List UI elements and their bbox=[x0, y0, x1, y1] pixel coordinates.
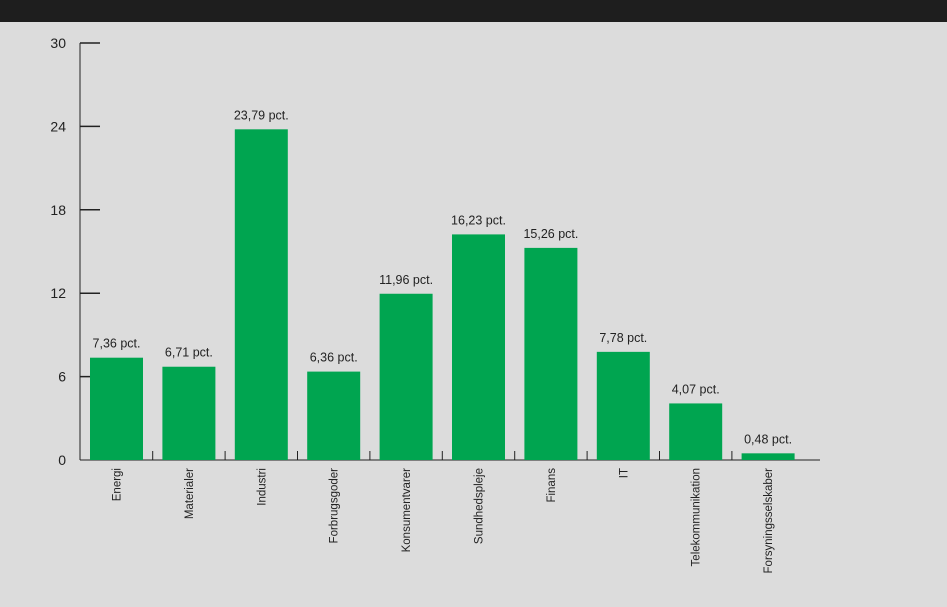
category-label: Materialer bbox=[184, 468, 196, 519]
category-label: Energi bbox=[112, 468, 124, 501]
y-tick-label: 18 bbox=[50, 202, 66, 218]
y-tick-label: 6 bbox=[58, 369, 66, 385]
data-label: 0,48 pct. bbox=[744, 432, 792, 446]
bar bbox=[524, 247, 578, 460]
bars bbox=[90, 129, 795, 460]
category-label: Finans bbox=[546, 468, 558, 503]
bar bbox=[741, 453, 795, 460]
bar bbox=[307, 371, 361, 460]
category-label: Forbrugsgoder bbox=[329, 468, 341, 544]
data-label: 7,78 pct. bbox=[599, 331, 647, 345]
bar bbox=[162, 366, 216, 460]
bar bbox=[669, 403, 723, 460]
data-label: 7,36 pct. bbox=[93, 337, 141, 351]
bar bbox=[379, 293, 433, 460]
category-label: IT bbox=[618, 468, 630, 478]
y-tick-label: 24 bbox=[50, 118, 66, 134]
category-label: Forsyningsselskaber bbox=[763, 468, 775, 574]
category-label: Industri bbox=[256, 468, 268, 506]
data-label: 16,23 pct. bbox=[451, 213, 506, 227]
category-label: Telekommunikation bbox=[691, 468, 703, 566]
y-tick-label: 30 bbox=[50, 35, 66, 51]
header-bar bbox=[0, 0, 947, 22]
bar bbox=[596, 351, 650, 460]
y-axis: 0 6 12 18 24 30 bbox=[50, 35, 100, 468]
category-label: Sundhedspleje bbox=[474, 468, 486, 544]
data-label: 11,96 pct. bbox=[379, 273, 433, 287]
data-label: 4,07 pct. bbox=[672, 382, 720, 396]
y-tick-label: 12 bbox=[50, 285, 66, 301]
data-label: 15,26 pct. bbox=[523, 227, 578, 241]
data-label: 6,71 pct. bbox=[165, 346, 213, 360]
category-labels: Energi Materialer Industri Forbrugsgoder Kon… bbox=[112, 468, 776, 574]
bar bbox=[234, 129, 288, 460]
y-tick-label: 0 bbox=[58, 452, 66, 468]
bar bbox=[90, 357, 143, 460]
data-label: 23,79 pct. bbox=[234, 108, 289, 122]
data-labels: 7,36 pct. 6,71 pct. 23,79 pct. 6,36 pct. 11,… bbox=[93, 108, 793, 446]
bar bbox=[452, 234, 505, 460]
category-label: Konsumentvarer bbox=[401, 468, 413, 553]
data-label: 6,36 pct. bbox=[310, 351, 358, 365]
